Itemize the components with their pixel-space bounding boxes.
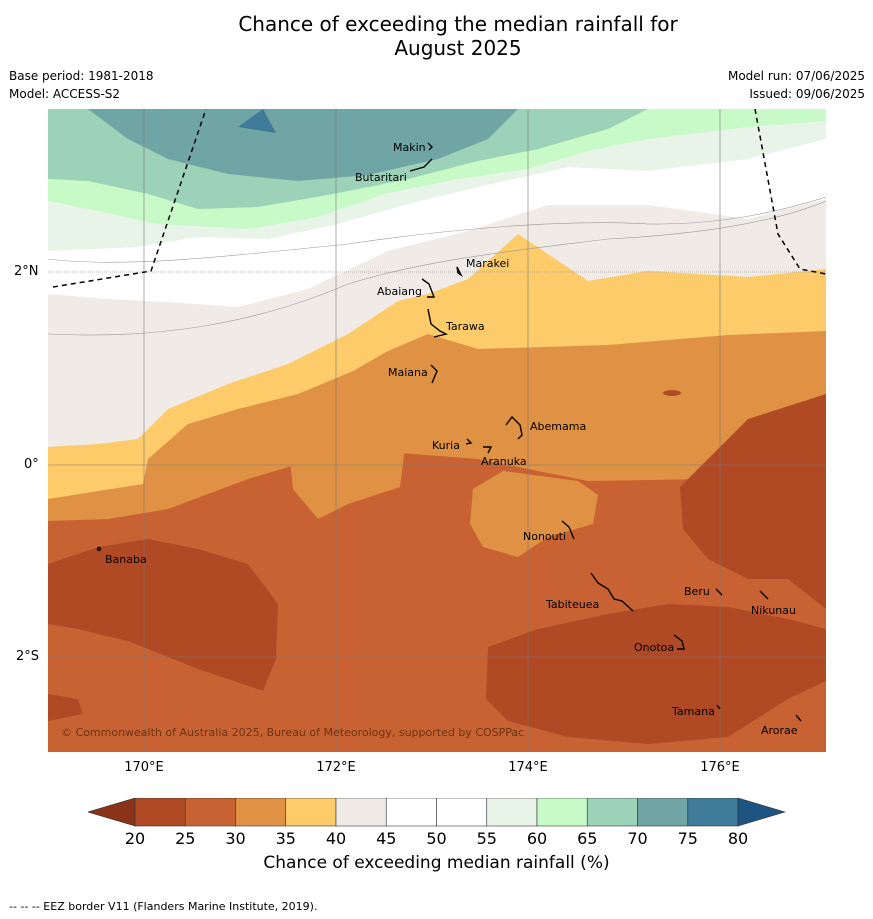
- title-line-1: Chance of exceeding the median rainfall …: [238, 12, 678, 36]
- place-label-abaiang: Abaiang: [377, 285, 422, 298]
- island-arorae: [795, 714, 802, 722]
- model-run: Model run: 07/06/2025: [727, 69, 865, 83]
- colorbar-cell: [586, 797, 638, 827]
- colorbar-extend-low: [86, 797, 136, 827]
- colorbar-cell: [235, 797, 287, 827]
- lat-label-2n: 2°N: [14, 264, 39, 279]
- place-label-arorae: Arorae: [761, 724, 798, 737]
- colorbar-extend-high: [737, 797, 787, 827]
- colorbar-tick-label: 75: [677, 829, 698, 848]
- lon-label-170e: 170°E: [124, 760, 164, 775]
- band-75-80: [238, 109, 276, 133]
- rainfall-map: Makin Butaritari Marakei Abaiang Tarawa …: [48, 109, 826, 752]
- lon-label-172e: 172°E: [316, 760, 356, 775]
- eez-footnote: -- -- -- EEZ border V11 (Flanders Marine…: [9, 900, 318, 913]
- colorbar-tick-label: 70: [627, 829, 648, 848]
- island-maiana: [430, 364, 438, 384]
- colorbar-tick-label: 80: [727, 829, 749, 848]
- colorbar-cell: [536, 797, 588, 827]
- copyright-notice: © Commonwealth of Australia 2025, Bureau…: [61, 726, 524, 739]
- island-abemama: [505, 415, 523, 440]
- place-label-nikunau: Nikunau: [751, 604, 796, 617]
- patch-20-25-east: [680, 394, 826, 609]
- patch-20-25-west: [48, 539, 278, 691]
- meta-left: Base period: 1981-2018 Model: ACCESS-S2: [9, 69, 154, 105]
- island-nikunau: [759, 590, 769, 600]
- place-label-tabiteuea: Tabiteuea: [545, 598, 599, 611]
- colorbar-tick-label: 55: [476, 829, 497, 848]
- colorbar-cell: [687, 797, 739, 827]
- place-label-tarawa: Tarawa: [445, 320, 485, 333]
- colorbar-tick-label: 60: [526, 829, 548, 848]
- lat-label-2s: 2°S: [16, 649, 40, 664]
- contour-lines: [48, 196, 826, 336]
- patch-20-25-south: [486, 604, 826, 744]
- island-butaritari: [409, 158, 433, 172]
- issued-date: Issued: 09/06/2025: [749, 87, 865, 101]
- island-makin: [427, 142, 433, 151]
- place-label-nonouti: Nonouti: [523, 530, 566, 543]
- colorbar-cell: [436, 797, 488, 827]
- graticule: [48, 109, 826, 752]
- island-banaba: [96, 546, 102, 552]
- place-label-tamana: Tamana: [671, 705, 715, 718]
- colorbar-cell: [385, 797, 437, 827]
- patch-30-35-nonouti: [470, 471, 598, 557]
- island-kuria: [465, 438, 473, 445]
- map-svg: Makin Butaritari Marakei Abaiang Tarawa …: [48, 109, 826, 752]
- map-title: Chance of exceeding the median rainfall …: [0, 12, 873, 60]
- place-label-makin: Makin: [393, 141, 426, 154]
- title-line-2: August 2025: [394, 36, 522, 60]
- colorbar-tick-label: 30: [225, 829, 246, 848]
- colorbar-cell: [486, 797, 538, 827]
- colorbar-tick-label: 45: [376, 829, 397, 848]
- island-tamana: [716, 704, 721, 710]
- patch-20-25-small: [663, 390, 681, 396]
- model-name: Model: ACCESS-S2: [9, 87, 121, 101]
- base-period: Base period: 1981-2018: [9, 69, 154, 83]
- meta-right: Model run: 07/06/2025 Issued: 09/06/2025: [728, 69, 865, 105]
- patch-30-35-south: [288, 399, 408, 519]
- colorbar-tick-label: 50: [426, 829, 447, 848]
- island-beru: [715, 588, 723, 596]
- island-abaiang: [421, 278, 436, 298]
- colorbar-svg: [86, 797, 787, 827]
- island-onotoa: [673, 634, 685, 650]
- island-marakei: [456, 266, 463, 278]
- place-label-banaba: Banaba: [105, 553, 147, 566]
- place-label-beru: Beru: [684, 585, 710, 598]
- place-label-kuria: Kuria: [432, 439, 460, 452]
- island-aranuka: [483, 446, 493, 454]
- colorbar-tick-label: 40: [325, 829, 347, 848]
- lon-label-176e: 176°E: [700, 760, 740, 775]
- eez-borders: [52, 109, 826, 288]
- islands: [96, 142, 802, 722]
- island-tarawa: [427, 308, 449, 338]
- place-label-butaritari: Butaritari: [355, 171, 407, 184]
- colorbar-cell: [335, 797, 387, 827]
- band-70-75: [88, 109, 518, 181]
- colorbar-cell: [184, 797, 236, 827]
- place-labels: Makin Butaritari Marakei Abaiang Tarawa …: [105, 141, 798, 737]
- colorbar: [86, 797, 788, 832]
- lon-label-174e: 174°E: [508, 760, 548, 775]
- colorbar-cell: [134, 797, 186, 827]
- colorbar-cell: [637, 797, 689, 827]
- island-tabiteuea: [590, 572, 634, 612]
- island-nonouti: [561, 520, 575, 540]
- colorbar-tick-label: 25: [175, 829, 196, 848]
- place-label-aranuka: Aranuka: [481, 455, 527, 468]
- place-label-maiana: Maiana: [388, 366, 428, 379]
- colorbar-tick-label: 20: [124, 829, 146, 848]
- place-label-marakei: Marakei: [466, 257, 509, 270]
- colorbar-tick-label: 65: [577, 829, 598, 848]
- place-label-onotoa: Onotoa: [634, 641, 674, 654]
- patch-20-25-southwest: [48, 694, 83, 721]
- lat-label-0: 0°: [24, 457, 39, 472]
- colorbar-cell: [285, 797, 337, 827]
- place-label-abemama: Abemama: [530, 420, 586, 433]
- colorbar-label: Chance of exceeding median rainfall (%): [263, 853, 610, 873]
- colorbar-tick-label: 35: [275, 829, 296, 848]
